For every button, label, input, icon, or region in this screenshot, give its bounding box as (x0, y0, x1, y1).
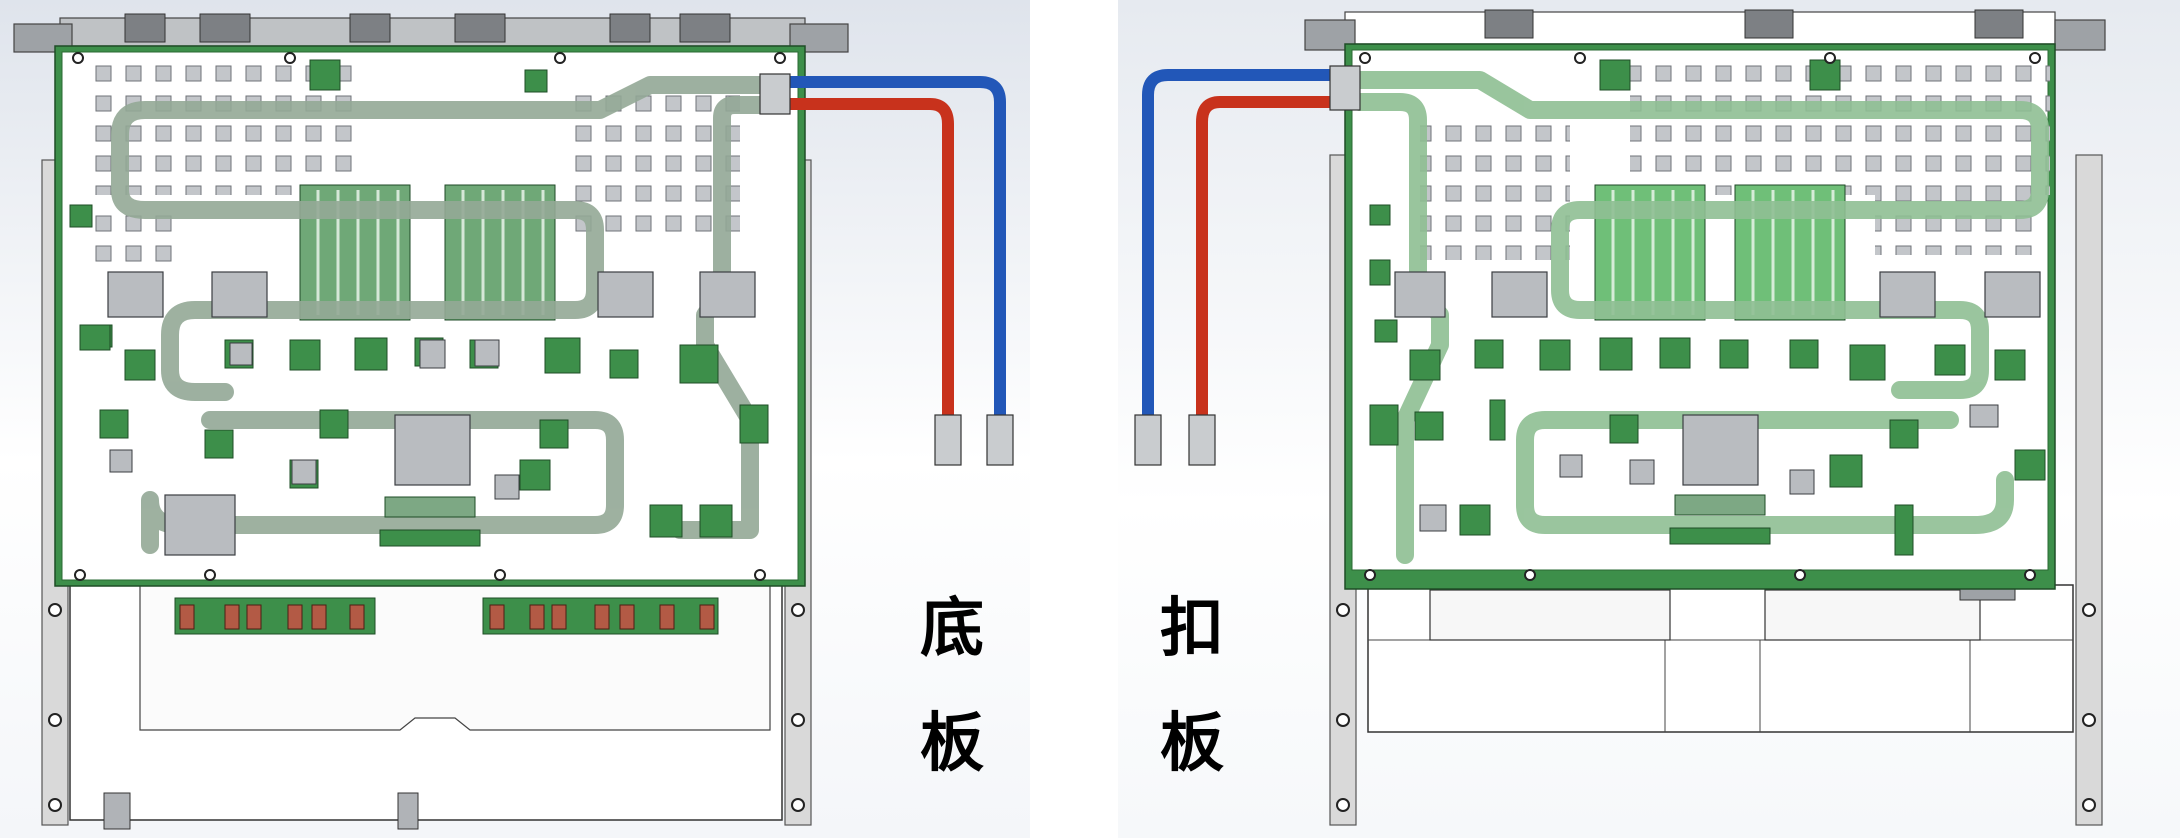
top-connector (124, 13, 166, 43)
coolant-hose-blue (784, 76, 1006, 426)
board-connector (1669, 527, 1771, 545)
component-block (164, 494, 236, 556)
board-label-char: 扣 (1160, 592, 1224, 666)
main-processor-chip (1682, 414, 1759, 486)
bottom-board-assembly (13, 13, 1014, 830)
pad-array (1420, 120, 1570, 260)
top-frame (1344, 11, 2056, 45)
top-ear-right (2054, 19, 2106, 51)
board-label-char: 板 (920, 707, 984, 781)
power-terminal-block (174, 597, 376, 635)
board-label-char: 底 (920, 592, 984, 666)
hose-fitting (1188, 414, 1216, 466)
cooling-pipe (1351, 71, 2049, 564)
hose-fitting (1134, 414, 1162, 466)
top-connector (199, 13, 251, 43)
board-connector (379, 529, 481, 547)
coolant-hose-red (784, 98, 954, 426)
inductor (211, 271, 268, 318)
inductor (699, 271, 756, 318)
top-connector (609, 13, 651, 43)
top-connector (349, 13, 391, 43)
latch (103, 792, 131, 830)
hose-manifold (1329, 65, 1361, 111)
latch (397, 792, 419, 830)
connector-plate (1764, 589, 1981, 641)
board-connector (384, 496, 476, 518)
board-label-char: 板 (1160, 707, 1224, 781)
inductor (107, 271, 164, 318)
board-connector (1674, 494, 1766, 516)
inductor (597, 271, 654, 318)
connector-plate (1429, 589, 1671, 641)
top-connector (454, 13, 506, 43)
coolant-hose-red (1196, 96, 1351, 426)
main-processor-chip (394, 414, 471, 486)
hose-manifold (759, 73, 791, 115)
hose-fitting (934, 414, 962, 466)
daughter-board-assembly (1134, 9, 2106, 826)
hose-fitting (986, 414, 1014, 466)
top-connector (679, 13, 731, 43)
coolant-hose-blue (1142, 69, 1351, 426)
